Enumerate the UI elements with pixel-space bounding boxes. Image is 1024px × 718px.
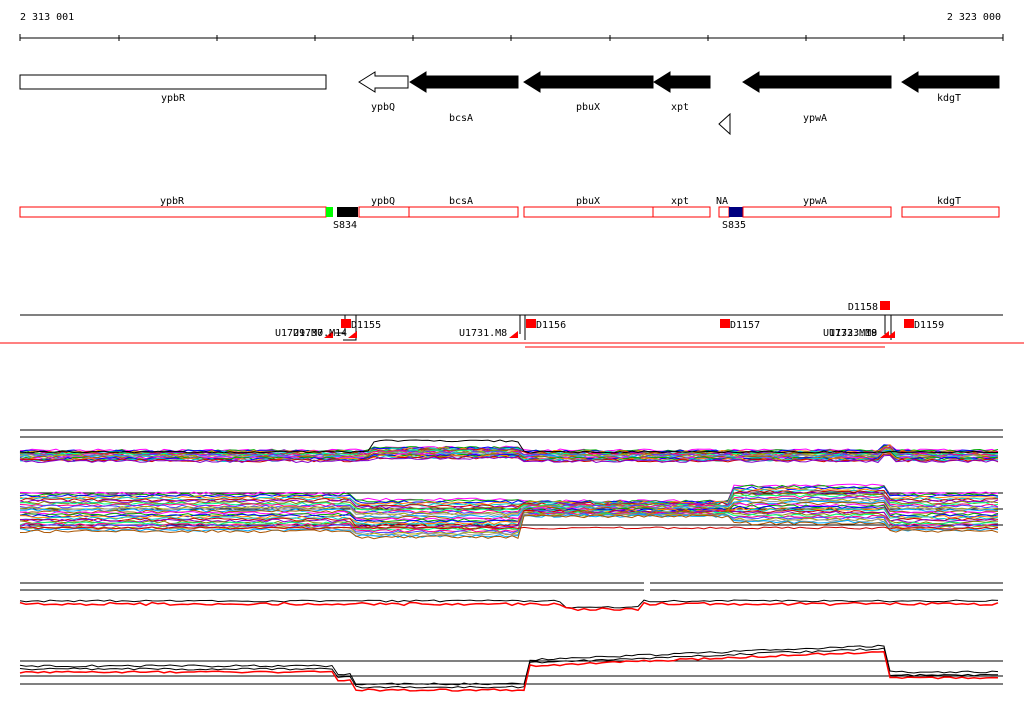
signal-label-S834: S834	[333, 220, 357, 231]
expression-trace	[19, 439, 999, 454]
annot-label-na: NA	[716, 196, 728, 207]
down-label-D1158: D1158	[848, 302, 878, 313]
annot-label-bcsA: bcsA	[449, 196, 473, 207]
annot-box-ypbR[interactable]	[19, 206, 327, 218]
expression-trace	[19, 504, 999, 523]
signal-S834-marker[interactable]	[337, 207, 358, 217]
expression-trace	[19, 511, 999, 532]
expression-trace	[19, 502, 999, 521]
gene-xpt[interactable]	[653, 71, 711, 93]
gene-label-ypwA: ypwA	[803, 113, 827, 124]
down-label-D1157: D1157	[730, 320, 760, 331]
gene-label-pbuX: pbuX	[576, 102, 600, 113]
expression-trace	[19, 496, 999, 515]
up-label-U1732: U1732.M19	[823, 328, 877, 339]
annot-label-xpt: xpt	[671, 196, 689, 207]
gene-ypbQ[interactable]	[358, 71, 409, 93]
expression-trace	[19, 513, 999, 537]
annot-box-xpt[interactable]	[652, 206, 711, 218]
segment-marker-D1158[interactable]	[880, 301, 890, 310]
up-label-U1730: U1730.M14	[293, 328, 347, 339]
segment-marker-D1155[interactable]	[341, 319, 351, 328]
gene-label-xpt: xpt	[671, 102, 689, 113]
expression-trace	[20, 500, 999, 519]
annot-label-ypbQ: ypbQ	[371, 196, 395, 207]
gene-kdgT[interactable]	[901, 71, 1000, 93]
segment-marker-D1159[interactable]	[904, 319, 914, 328]
expression-trace	[19, 510, 999, 529]
expression-trace	[19, 484, 999, 504]
expression-trace	[19, 511, 999, 533]
expression-trace	[19, 497, 999, 516]
annot-label-kdgT: kdgT	[937, 196, 961, 207]
expression-trace	[19, 506, 999, 525]
segment-marker-D1157[interactable]	[720, 319, 730, 328]
annot-box-kdgT[interactable]	[901, 206, 1000, 218]
annot-box-na[interactable]	[718, 206, 730, 218]
sigma-marker-green	[326, 207, 333, 217]
expression-trace	[19, 647, 999, 689]
gene-label-ypbR: ypbR	[161, 93, 186, 104]
expression-trace	[19, 454, 999, 464]
annot-box-pbuX[interactable]	[523, 206, 654, 218]
annot-box-ypbQ[interactable]	[358, 206, 410, 218]
expression-trace	[20, 493, 999, 512]
expression-trace	[19, 526, 999, 530]
transcript-track: D1155 D1156 D1157 D1158 D1159 U1729.M7 U…	[0, 301, 1024, 348]
down-label-D1155: D1155	[351, 320, 381, 331]
up-label-U1733: U1733.M8	[829, 328, 877, 339]
coordinate-ruler	[19, 34, 1004, 41]
expression-panels	[19, 429, 1003, 692]
down-label-D1156: D1156	[536, 320, 566, 331]
expression-trace	[19, 512, 999, 534]
gene-ypwA[interactable]	[742, 71, 892, 93]
annotation-track: ypbR ypbQ bcsA pbuX xpt NA ypwA kdgT S83…	[19, 196, 1000, 231]
small-feature-arrow[interactable]	[718, 112, 731, 136]
expression-trace	[19, 486, 999, 505]
annot-label-pbuX: pbuX	[576, 196, 600, 207]
expression-trace	[19, 644, 999, 686]
gene-label-bcsA: bcsA	[449, 113, 473, 124]
gene-label-kdgT: kdgT	[937, 93, 961, 104]
expression-trace	[19, 651, 999, 692]
up-label-U1731: U1731.M8	[459, 328, 507, 339]
annot-box-bcsA[interactable]	[408, 206, 519, 218]
expression-trace	[19, 444, 999, 453]
gene-pbuX[interactable]	[523, 71, 654, 93]
start-coordinate: 2 313 001	[20, 12, 75, 23]
segment-marker-D1156[interactable]	[526, 319, 536, 328]
up-label-U1729: U1729.M7	[275, 328, 323, 339]
signal-S835-marker[interactable]	[729, 207, 743, 217]
expression-trace	[19, 492, 999, 511]
annot-box-ypwA[interactable]	[742, 206, 892, 218]
gene-track: ypbR ypbQ bcsA pbuX xpt ypwA kdgT	[19, 71, 1000, 136]
expression-trace	[19, 601, 999, 612]
end-coordinate: 2 323 000	[946, 12, 1001, 23]
signal-label-S835: S835	[722, 220, 746, 231]
expression-trace	[19, 599, 999, 609]
annot-label-ypbR: ypbR	[160, 196, 185, 207]
gene-bcsA[interactable]	[409, 71, 519, 93]
down-label-D1159: D1159	[914, 320, 944, 331]
gene-ypbR[interactable]	[19, 74, 327, 90]
annot-label-ypwA: ypwA	[803, 196, 827, 207]
gene-label-ypbQ: ypbQ	[371, 102, 395, 113]
expression-trace	[19, 514, 999, 540]
